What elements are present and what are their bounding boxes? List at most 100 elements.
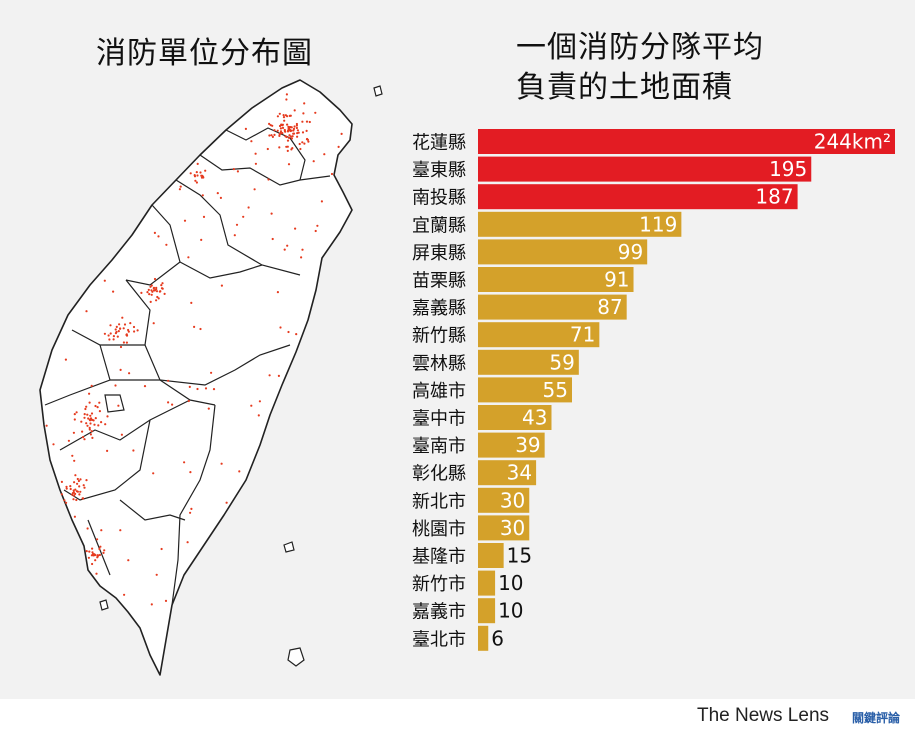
category-label: 桃園市 bbox=[412, 519, 466, 540]
fire-station-dot bbox=[112, 290, 115, 293]
fire-station-dot bbox=[286, 130, 290, 133]
fire-station-dot bbox=[281, 132, 284, 135]
fire-station-dot bbox=[178, 188, 181, 191]
fire-station-dot bbox=[133, 330, 136, 333]
category-label: 基隆市 bbox=[412, 547, 466, 568]
fire-station-dot bbox=[286, 244, 289, 247]
value-label: 119 bbox=[639, 212, 677, 236]
fire-station-dot bbox=[95, 572, 98, 575]
fire-station-dot bbox=[114, 328, 117, 331]
fire-station-dot bbox=[281, 126, 285, 129]
fire-station-dot bbox=[85, 550, 88, 553]
category-label: 雲林縣 bbox=[412, 353, 466, 374]
fire-station-dot bbox=[151, 290, 154, 293]
fire-station-dot bbox=[204, 169, 207, 172]
fire-station-dot bbox=[323, 153, 326, 156]
value-label: 15 bbox=[507, 544, 532, 568]
fire-station-dot bbox=[65, 487, 68, 490]
fire-station-dot bbox=[290, 129, 293, 132]
value-label: 87 bbox=[597, 295, 622, 319]
fire-station-dot bbox=[156, 295, 159, 299]
fire-station-dot bbox=[91, 547, 94, 550]
fire-station-dot bbox=[149, 300, 152, 303]
fire-station-dot bbox=[152, 472, 155, 475]
bar bbox=[478, 294, 627, 320]
fire-station-dot bbox=[286, 145, 289, 148]
fire-station-dot bbox=[157, 297, 160, 300]
fire-station-dot bbox=[305, 129, 308, 132]
fire-station-dot bbox=[278, 112, 281, 115]
fire-station-dot bbox=[60, 480, 64, 483]
fire-station-dot bbox=[91, 562, 94, 566]
fire-station-dot bbox=[233, 234, 236, 237]
bar bbox=[478, 239, 648, 265]
fire-station-dot bbox=[167, 379, 170, 382]
fire-station-dot bbox=[155, 573, 158, 576]
fire-station-dot bbox=[79, 478, 82, 481]
fire-station-dot bbox=[85, 310, 88, 313]
fire-station-dot bbox=[103, 549, 106, 552]
fire-station-dot bbox=[149, 285, 152, 288]
fire-station-dot bbox=[73, 481, 76, 484]
fire-station-dot bbox=[93, 423, 96, 426]
fire-station-dot bbox=[282, 116, 286, 119]
fire-station-dot bbox=[79, 490, 82, 493]
fire-station-dot bbox=[98, 553, 101, 557]
fire-station-dot bbox=[235, 223, 239, 226]
fire-station-dot bbox=[298, 142, 301, 146]
fire-station-dot bbox=[254, 152, 257, 155]
islands bbox=[99, 85, 383, 667]
fire-station-dot bbox=[109, 324, 112, 327]
fire-station-dot bbox=[148, 293, 151, 296]
fire-station-dot bbox=[136, 329, 139, 332]
fire-station-dot bbox=[96, 554, 99, 557]
fire-station-dot bbox=[220, 462, 223, 465]
fire-station-dot bbox=[150, 293, 153, 296]
fire-station-dot bbox=[112, 335, 115, 338]
fire-station-dot bbox=[250, 140, 253, 143]
fire-station-dot bbox=[117, 330, 120, 333]
fire-station-dot bbox=[286, 115, 289, 118]
fire-station-dot bbox=[82, 484, 85, 487]
fire-station-dot bbox=[65, 485, 68, 488]
fire-station-dot bbox=[299, 147, 302, 151]
fire-station-dot bbox=[186, 541, 189, 544]
fire-station-dot bbox=[285, 93, 288, 96]
fire-station-dot bbox=[108, 338, 111, 341]
fire-station-dot bbox=[65, 501, 68, 504]
value-label: 99 bbox=[618, 240, 643, 264]
fire-station-dot bbox=[160, 547, 163, 551]
fire-station-dot bbox=[279, 127, 282, 130]
fire-station-dot bbox=[257, 414, 260, 417]
value-label: 10 bbox=[498, 599, 523, 623]
fire-station-dot bbox=[75, 498, 78, 502]
fire-station-dot bbox=[94, 559, 97, 562]
fire-station-dot bbox=[155, 288, 158, 291]
category-label: 高雄市 bbox=[412, 381, 466, 402]
fire-station-dot bbox=[74, 474, 77, 477]
fire-station-dot bbox=[164, 599, 168, 603]
fire-station-dot bbox=[254, 162, 257, 165]
fire-station-dot bbox=[179, 185, 182, 188]
bar bbox=[478, 598, 496, 624]
fire-station-dot bbox=[63, 499, 66, 502]
bar bbox=[478, 543, 504, 568]
fire-station-dot bbox=[286, 123, 289, 126]
fire-station-dot bbox=[207, 407, 210, 410]
fire-station-dot bbox=[183, 461, 186, 464]
value-label: 39 bbox=[515, 433, 540, 457]
fire-station-dot bbox=[128, 372, 131, 375]
chart-title-line-2: 負責的土地面積 bbox=[516, 70, 733, 105]
fire-station-dot bbox=[112, 338, 115, 341]
fire-station-dot bbox=[60, 493, 64, 496]
fire-station-dot bbox=[83, 413, 86, 416]
fire-station-dot bbox=[73, 494, 76, 497]
fire-station-dot bbox=[90, 412, 94, 415]
fire-station-dot bbox=[273, 129, 276, 132]
bar-chart: 花蓮縣 244km² 臺東縣 195 南投縣 187 宜蘭縣 119 屏東縣 99 苗栗縣 91 嘉義縣… bbox=[412, 129, 895, 651]
fire-station-dot bbox=[88, 418, 92, 422]
fire-station-dot bbox=[202, 176, 205, 179]
fire-station-dot bbox=[78, 485, 81, 488]
fire-station-dot bbox=[187, 399, 190, 403]
fire-station-dot bbox=[283, 248, 286, 251]
